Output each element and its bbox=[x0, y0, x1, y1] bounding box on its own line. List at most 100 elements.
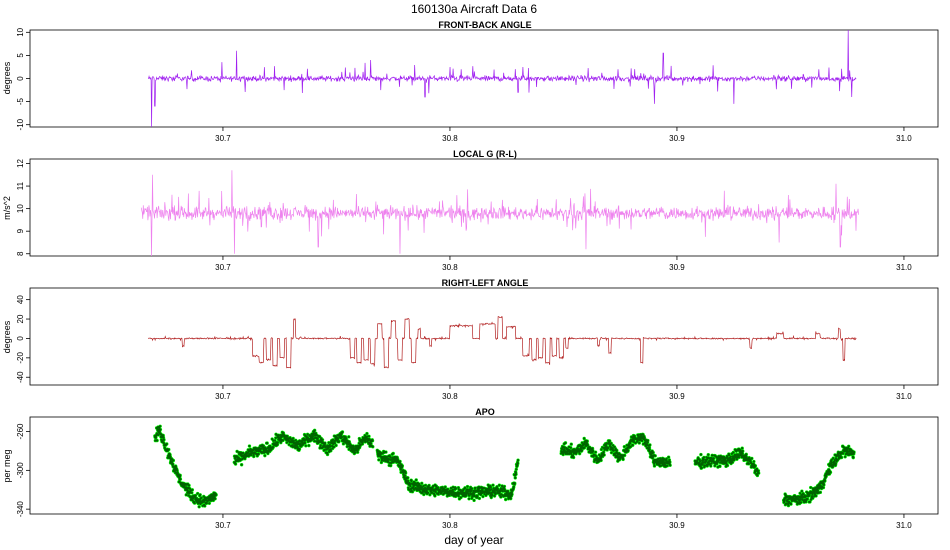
apo-point bbox=[321, 438, 324, 441]
local-g-panel: LOCAL G (R-L) m/s^2 30.7 30.8 30.9 31.08910… bbox=[2, 149, 939, 272]
apo-point bbox=[248, 444, 251, 448]
apo-point bbox=[294, 446, 297, 450]
apo-point bbox=[459, 496, 463, 499]
apo-point bbox=[799, 501, 803, 504]
apo-point bbox=[347, 435, 350, 439]
apo-point bbox=[580, 449, 584, 452]
apo-point bbox=[422, 493, 425, 496]
apo-point bbox=[313, 429, 316, 432]
apo-point bbox=[822, 486, 825, 489]
apo-point bbox=[163, 446, 166, 450]
apo-point bbox=[353, 451, 357, 454]
apo-point bbox=[266, 452, 270, 455]
apo-point bbox=[162, 436, 165, 439]
series-line bbox=[147, 316, 857, 369]
apo-point bbox=[298, 447, 301, 451]
apo-point bbox=[271, 437, 274, 441]
apo-point bbox=[811, 496, 814, 500]
apo-point bbox=[822, 483, 826, 487]
apo-point bbox=[178, 474, 182, 477]
y-tick-label: -340 bbox=[16, 501, 25, 518]
apo-point bbox=[648, 446, 651, 449]
apo-point bbox=[167, 448, 170, 451]
y-axis-label: m/s^2 bbox=[2, 196, 12, 220]
apo-point bbox=[377, 458, 381, 462]
apo-point bbox=[668, 464, 672, 467]
apo-point bbox=[750, 457, 754, 460]
apo-point bbox=[726, 464, 729, 467]
apo-point bbox=[323, 441, 327, 445]
apo-point bbox=[410, 479, 413, 483]
apo-point bbox=[623, 445, 626, 448]
apo-point bbox=[205, 501, 208, 505]
apo-point bbox=[170, 460, 174, 464]
apo-point bbox=[615, 449, 618, 452]
apo-point bbox=[594, 451, 597, 454]
apo-point bbox=[652, 451, 655, 454]
apo-point bbox=[187, 494, 190, 497]
apo-point bbox=[326, 453, 329, 456]
apo-point bbox=[640, 439, 644, 442]
apo-point bbox=[698, 460, 702, 463]
apo-point bbox=[265, 447, 268, 451]
apo-point bbox=[665, 457, 668, 461]
apo-point bbox=[371, 445, 374, 448]
apo-point bbox=[513, 482, 516, 485]
apo-point bbox=[318, 435, 321, 438]
y-tick-label: -10 bbox=[16, 118, 25, 130]
apo-point bbox=[852, 450, 856, 454]
apo-point bbox=[612, 449, 615, 452]
apo-point bbox=[334, 444, 338, 447]
y-axis-label: degrees bbox=[2, 320, 12, 353]
apo-point bbox=[188, 487, 191, 490]
apo-point bbox=[169, 455, 172, 458]
apo-point bbox=[446, 487, 450, 491]
apo-point bbox=[420, 482, 423, 485]
apo-point bbox=[196, 492, 199, 495]
apo-point bbox=[710, 462, 713, 465]
apo-point bbox=[211, 497, 215, 500]
apo-point bbox=[789, 502, 793, 506]
apo-point bbox=[451, 486, 455, 489]
data-series bbox=[153, 424, 856, 509]
apo-point bbox=[265, 441, 269, 445]
apo-point bbox=[657, 457, 660, 461]
apo-point bbox=[171, 462, 175, 466]
apo-point bbox=[498, 484, 501, 487]
apo-point bbox=[707, 453, 710, 456]
apo-point bbox=[202, 500, 206, 504]
apo-point bbox=[829, 471, 832, 474]
apo-point bbox=[823, 479, 827, 483]
apo-point bbox=[316, 437, 319, 440]
apo-point bbox=[608, 439, 611, 443]
apo-point bbox=[610, 442, 613, 445]
apo-point bbox=[336, 437, 340, 441]
axis-ticks: 30.7 30.8 30.9 31.0-340-300-260 bbox=[16, 423, 912, 530]
apo-point bbox=[648, 443, 652, 447]
apo-point bbox=[286, 435, 289, 438]
x-tick-label: 30.9 bbox=[669, 134, 685, 143]
apo-point bbox=[356, 450, 359, 454]
panel-title: FRONT-BACK ANGLE bbox=[438, 20, 531, 30]
apo-point bbox=[491, 493, 494, 497]
apo-point bbox=[713, 464, 717, 468]
apo-point bbox=[241, 451, 245, 455]
apo-point bbox=[757, 469, 760, 473]
apo-point bbox=[444, 485, 447, 489]
apo-point bbox=[702, 456, 706, 459]
y-tick-label: 11 bbox=[16, 181, 25, 190]
x-tick-label: 30.7 bbox=[215, 134, 231, 143]
apo-point bbox=[569, 446, 572, 449]
apo-point bbox=[712, 457, 716, 460]
apo-point bbox=[610, 451, 613, 454]
apo-point bbox=[190, 491, 194, 494]
apo-point bbox=[272, 446, 275, 449]
apo-point bbox=[337, 440, 341, 443]
apo-point bbox=[602, 453, 606, 457]
apo-point bbox=[239, 458, 242, 462]
apo-point bbox=[433, 494, 437, 498]
apo-point bbox=[291, 437, 295, 440]
apo-point bbox=[560, 447, 564, 451]
apo-point bbox=[832, 457, 835, 460]
